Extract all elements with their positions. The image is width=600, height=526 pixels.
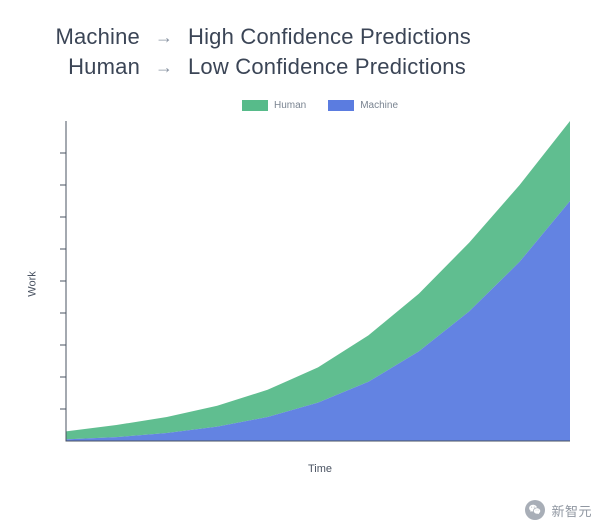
arrow-right-icon: → bbox=[154, 27, 174, 48]
legend-label: Machine bbox=[360, 100, 398, 111]
header-row-2-left: Human bbox=[30, 54, 140, 80]
area-chart bbox=[58, 119, 570, 449]
chart-x-axis-label: Time bbox=[40, 463, 600, 475]
wechat-icon bbox=[525, 500, 545, 520]
chart-container: Work bbox=[58, 119, 576, 449]
legend-item-machine: Machine bbox=[328, 100, 398, 111]
header: Machine → High Confidence Predictions Hu… bbox=[0, 0, 600, 94]
header-row-2: Human → Low Confidence Predictions bbox=[30, 54, 570, 80]
chart-y-axis-label: Work bbox=[27, 271, 39, 296]
legend-swatch bbox=[328, 100, 354, 111]
legend-item-human: Human bbox=[242, 100, 306, 111]
header-row-1-right: High Confidence Predictions bbox=[188, 24, 471, 50]
legend-swatch bbox=[242, 100, 268, 111]
arrow-right-icon: → bbox=[154, 57, 174, 78]
header-row-1: Machine → High Confidence Predictions bbox=[30, 24, 570, 50]
header-row-1-left: Machine bbox=[30, 24, 140, 50]
legend-label: Human bbox=[274, 100, 306, 111]
watermark-text: 新智元 bbox=[551, 501, 592, 520]
watermark: 新智元 bbox=[525, 500, 592, 520]
chart-legend: Human Machine bbox=[40, 100, 600, 111]
header-row-2-right: Low Confidence Predictions bbox=[188, 54, 466, 80]
